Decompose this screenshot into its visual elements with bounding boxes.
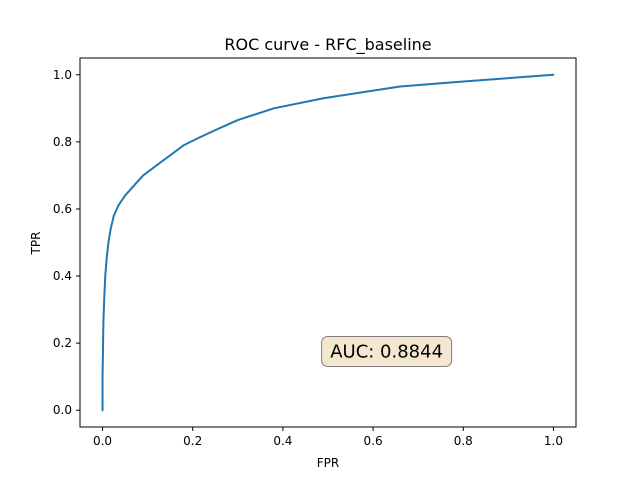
y-tick-label: 0.0: [53, 403, 72, 417]
x-axis-label: FPR: [317, 456, 339, 470]
x-tick-label: 1.0: [544, 434, 563, 448]
y-tick-label: 0.2: [53, 336, 72, 350]
plot-area-frame: [79, 57, 577, 428]
x-tick-label: 0.4: [273, 434, 292, 448]
auc-annotation-text: AUC: 0.8844: [330, 342, 443, 363]
y-tick-label: 0.8: [53, 135, 72, 149]
y-axis-ticks: 0.0 0.2 0.4 0.6 0.8 1.0: [53, 68, 80, 417]
roc-curve-line: [101, 73, 555, 412]
annotation-layer: AUC: 0.8844: [321, 336, 453, 368]
x-tick-label: 0.2: [183, 434, 202, 448]
x-tick-label: 0.8: [454, 434, 473, 448]
y-tick-label: 0.6: [53, 202, 72, 216]
series-layer: [101, 73, 555, 412]
x-axis-ticks: 0.0 0.2 0.4 0.6 0.8 1.0: [93, 427, 563, 448]
x-tick-label: 0.0: [93, 434, 112, 448]
y-tick-label: 0.4: [53, 269, 72, 283]
y-axis-label: TPR: [29, 232, 43, 256]
auc-annotation-box: [321, 336, 453, 368]
chart-title: ROC curve - RFC_baseline: [224, 35, 431, 55]
x-tick-label: 0.6: [364, 434, 383, 448]
y-tick-label: 1.0: [53, 68, 72, 82]
